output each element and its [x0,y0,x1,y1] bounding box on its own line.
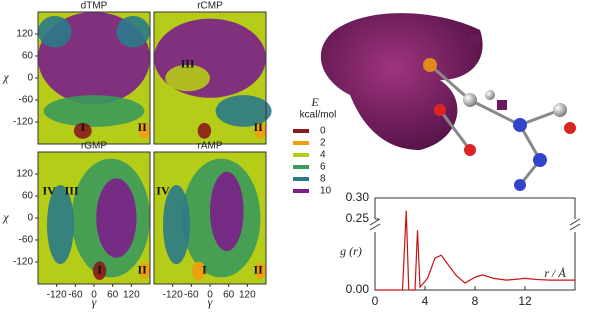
region-label: I [97,263,102,277]
panel-title: rCMP [197,1,223,12]
legend-swatch [293,141,309,145]
contour-region [162,185,190,265]
x-tick-label: 0 [372,294,379,308]
y-tick-label: 0.30 [346,190,370,204]
contour-region [73,122,92,139]
region-label: I [202,263,207,277]
x-axis-label: γ [208,295,213,309]
y-tick-label: 60 [22,51,34,62]
region-label: II [253,120,263,134]
y-tick-label: 120 [16,169,33,180]
y-tick-label: 120 [16,29,33,40]
legend-swatch [293,189,309,193]
region-label: III [65,183,79,197]
y-axis-label: χ [2,210,9,224]
x-tick-label: -120 [47,290,67,301]
legend-title: E [310,95,319,109]
x-tick-label: -120 [163,290,183,301]
contour-region [46,185,74,265]
legend-level: 8 [320,174,326,185]
contour-region [254,262,266,279]
x-axis-label: γ [92,295,97,309]
contour-region [116,15,150,48]
y-tick-label: 0.00 [346,282,370,296]
x-tick-label: 0 [207,290,213,301]
region-label: IV [43,183,57,197]
region-label: IV [156,183,170,197]
contour-region [43,95,145,127]
x-tick-label: 60 [107,290,119,301]
x-tick-label: -60 [184,290,199,301]
y-tick-label: 60 [22,191,34,202]
legend-unit: kcal/mol [300,110,337,121]
legend-swatch [293,129,309,133]
contour-region [92,261,107,281]
legend-level: 2 [320,138,326,149]
x-axis-label: r / Å [544,266,566,280]
axis-break [369,218,581,231]
legend-level: 6 [320,162,326,173]
panel-frame [153,11,267,145]
y-axis-label: χ [2,70,9,84]
legend-level: 4 [320,150,326,161]
x-tick-label: 120 [123,290,140,301]
x-tick-label: 12 [518,294,532,308]
y-tick-label: -120 [13,117,33,128]
x-tick-label: 0 [91,290,97,301]
contour-region [210,171,244,251]
y-tick-label: -60 [19,235,34,246]
contour-region [138,262,150,279]
contour-region [96,178,137,258]
y-tick-label: 0 [27,73,33,84]
contour-region [215,95,272,127]
contour-region [192,261,206,281]
legend-swatch [293,165,309,169]
contour-region [138,122,150,139]
x-tick-label: -60 [68,290,83,301]
rdf-line [375,210,575,291]
contour-region [165,64,211,92]
contour-region [38,15,72,48]
region-label: II [137,120,147,134]
region-label: I [80,120,85,134]
legend-swatch [293,177,309,181]
x-tick-label: 60 [223,290,235,301]
x-tick-label: 8 [472,294,479,308]
panel-title: rGMP [81,141,107,152]
x-tick-label: 4 [422,294,429,308]
x-tick-label: 120 [239,290,256,301]
y-axis-label: g (r) [340,244,362,258]
y-tick-label: -120 [13,257,33,268]
contour-region [197,122,212,139]
contour-region [254,122,266,139]
y-tick-label: 0.25 [346,211,370,225]
legend-level: 10 [320,186,332,197]
y-tick-label: 0 [27,213,33,224]
legend-swatch [293,153,309,157]
panel-title: dTMP [81,1,108,12]
y-tick-label: -60 [19,95,34,106]
panel-title: rAMP [198,141,223,152]
region-label: III [181,57,195,71]
molecule-image [320,13,576,191]
region-label: II [253,263,263,277]
legend-level: 0 [320,126,326,137]
region-label: II [137,263,147,277]
